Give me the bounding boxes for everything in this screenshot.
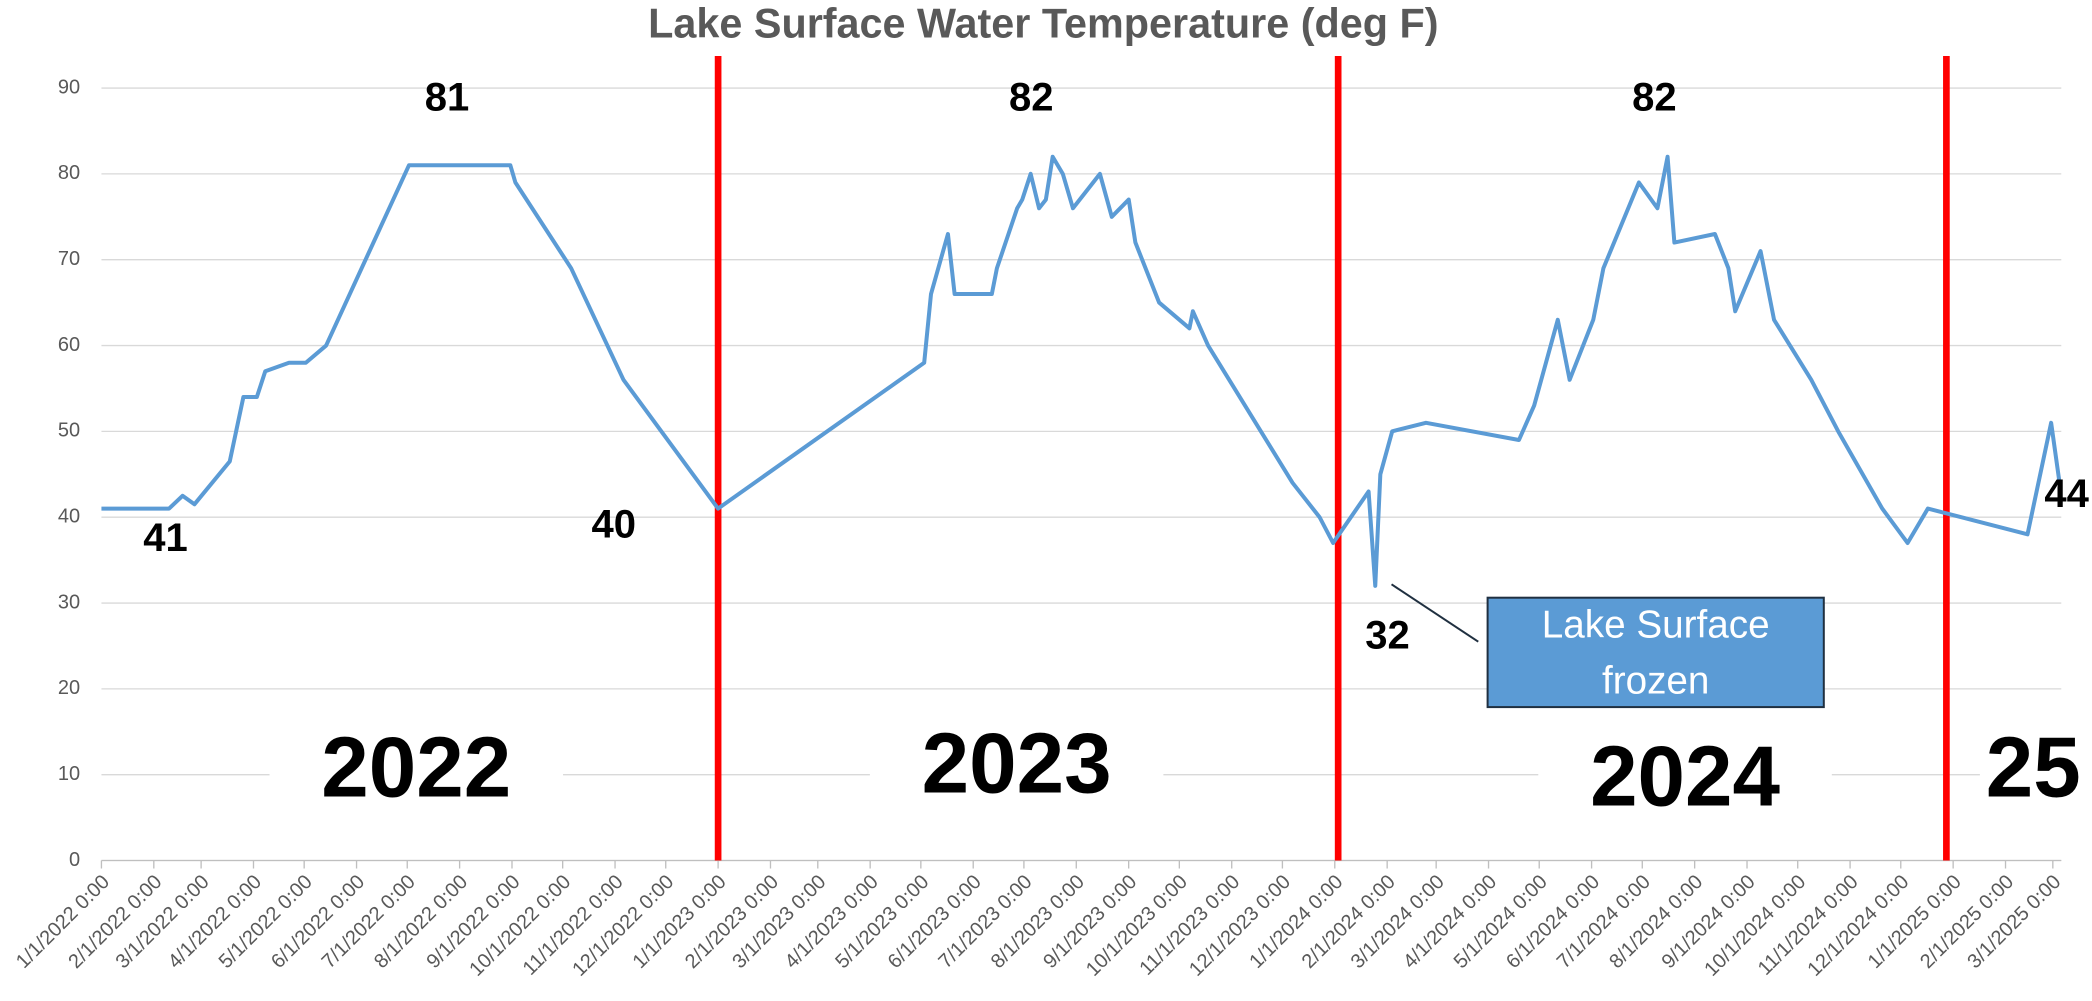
- annotation: 82: [1632, 76, 1677, 120]
- period-label: 25: [1986, 720, 2081, 815]
- annotation: 41: [143, 516, 188, 560]
- y-tick-label: 20: [58, 677, 80, 699]
- y-tick-label: 10: [58, 763, 80, 785]
- y-tick-label: 60: [58, 334, 80, 356]
- data-line: [101, 154, 2062, 588]
- annotation: 40: [591, 503, 636, 547]
- annotation: 32: [1365, 613, 1410, 657]
- chart-title: Lake Surface Water Temperature (deg F): [648, 1, 1438, 47]
- period-label: 2023: [922, 716, 1112, 811]
- y-tick-label: 0: [69, 849, 80, 871]
- y-tick-label: 50: [58, 420, 80, 442]
- label-backing: [869, 721, 1164, 816]
- callout-text: Lake Surface: [1542, 603, 1770, 646]
- label-backing: [269, 725, 564, 820]
- y-tick-label: 40: [58, 505, 80, 527]
- callout-box: [1486, 596, 1825, 709]
- annotation: 82: [1009, 76, 1054, 120]
- label-backing: [1538, 735, 1832, 829]
- annotation: 81: [425, 76, 470, 120]
- annotation: 44: [2044, 472, 2089, 516]
- y-tick-label: 80: [58, 162, 80, 184]
- callout-text: frozen: [1602, 659, 1709, 702]
- callout-leader: [1390, 583, 1479, 643]
- y-tick-label: 30: [58, 591, 80, 613]
- label-backing: [1979, 725, 2087, 820]
- period-label: 2024: [1590, 730, 1780, 825]
- y-tick-label: 90: [58, 76, 80, 98]
- period-label: 2022: [321, 720, 511, 815]
- y-tick-label: 70: [58, 248, 80, 270]
